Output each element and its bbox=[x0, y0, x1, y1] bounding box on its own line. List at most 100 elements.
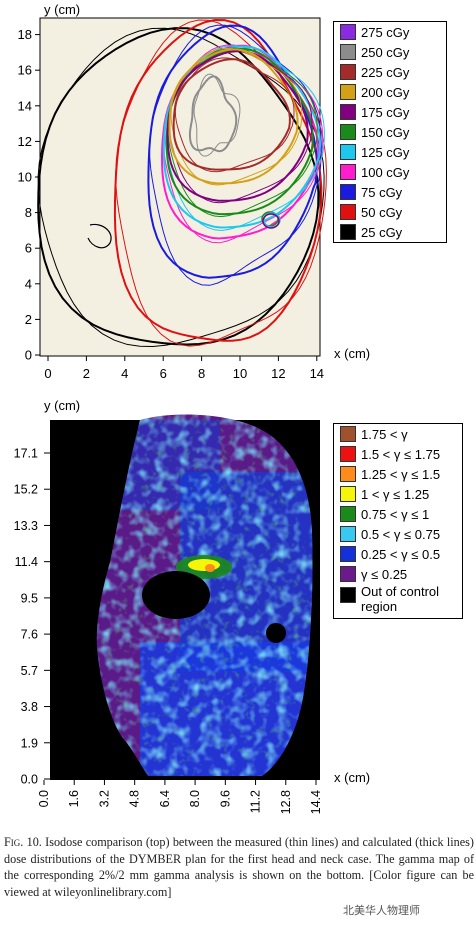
gamma-legend-item: 0.25 < γ ≤ 0.5 bbox=[334, 544, 462, 564]
isodose-legend: 275 cGy 250 cGy 225 cGy 200 cGy 175 cGy 150 c… bbox=[333, 21, 447, 243]
isodose-legend-label: 250 cGy bbox=[361, 44, 410, 60]
gamma-x-tick-label: 11.2 bbox=[249, 790, 263, 813]
isodose-legend-item: 150 cGy bbox=[334, 122, 446, 142]
isodose-legend-swatch bbox=[340, 184, 356, 200]
figure-caption: Fig. 10. Isodose comparison (top) betwee… bbox=[4, 834, 474, 900]
gamma-legend-swatch bbox=[340, 446, 356, 462]
gamma-legend-swatch bbox=[340, 506, 356, 522]
gamma-map-figure: 0.0 1.6 3.2 4.8 6.4 8.0 9.6 11.2 12.8 14.4 0.0 1.9 3… bbox=[0, 392, 476, 830]
gamma-legend-label: 1.25 < γ ≤ 1.5 bbox=[361, 466, 441, 482]
isodose-line-calculated bbox=[172, 58, 291, 171]
isodose-legend-swatch bbox=[340, 44, 356, 60]
isodose-line-calculated bbox=[188, 75, 238, 153]
gamma-y-tick-label: 11.4 bbox=[15, 555, 38, 569]
isodose-line-measured bbox=[193, 73, 241, 157]
gamma-x-tick-label: 1.6 bbox=[67, 790, 81, 807]
gamma-y-tick-label: 3.8 bbox=[21, 700, 38, 714]
gamma-legend-item: 0.5 < γ ≤ 0.75 bbox=[334, 524, 462, 544]
isodose-legend-item: 275 cGy bbox=[334, 22, 446, 42]
gamma-x-tick-label: 12.8 bbox=[279, 790, 293, 814]
gamma-y-axis-title: y (cm) bbox=[44, 398, 81, 413]
gamma-legend-swatch bbox=[340, 587, 356, 603]
gamma-legend-item: 1 < γ ≤ 1.25 bbox=[334, 484, 462, 504]
isodose-legend-item: 100 cGy bbox=[334, 162, 446, 182]
isodose-figure: 0 2 4 6 8 10 12 14 0 2 4 6 8 10 12 14 16 18 y (cm) x (cm)… bbox=[0, 0, 476, 392]
gamma-legend-item: Out of control region bbox=[334, 584, 462, 618]
gamma-x-tick-label: 9.6 bbox=[218, 790, 232, 807]
x-tick-label: 8 bbox=[198, 366, 205, 381]
gamma-field bbox=[96, 414, 313, 777]
isodose-line-measured bbox=[174, 57, 295, 173]
x-tick-label: 12 bbox=[271, 366, 285, 381]
gamma-x-tick-label: 3.2 bbox=[97, 790, 111, 807]
body-contour-notch bbox=[87, 223, 112, 249]
y-tick-label: 4 bbox=[25, 276, 32, 291]
gamma-legend-item: 1.5 < γ ≤ 1.75 bbox=[334, 444, 462, 464]
isodose-legend-label: 75 cGy bbox=[361, 184, 403, 200]
isodose-legend-item: 225 cGy bbox=[334, 62, 446, 82]
gamma-y-tick-label: 17.1 bbox=[14, 447, 38, 461]
isodose-legend-label: 150 cGy bbox=[361, 124, 410, 140]
watermark: 北美华人物理师 bbox=[340, 902, 423, 918]
isodose-legend-swatch bbox=[340, 204, 356, 220]
gamma-legend-swatch bbox=[340, 526, 356, 542]
gamma-legend-label: 0.75 < γ ≤ 1 bbox=[361, 506, 430, 522]
y-tick-label: 0 bbox=[25, 348, 32, 363]
isodose-legend-item: 200 cGy bbox=[334, 82, 446, 102]
y-tick-label: 18 bbox=[18, 27, 32, 42]
isodose-hotspot-loop bbox=[263, 212, 281, 228]
y-tick-label: 6 bbox=[25, 241, 32, 256]
isodose-legend-item: 250 cGy bbox=[334, 42, 446, 62]
gamma-y-tick-label: 7.6 bbox=[21, 628, 38, 642]
isodose-legend-swatch bbox=[340, 64, 356, 80]
isodose-legend-label: 225 cGy bbox=[361, 64, 410, 80]
isodose-legend-label: 200 cGy bbox=[361, 84, 410, 100]
isodose-contours bbox=[37, 18, 327, 348]
gamma-legend-swatch bbox=[340, 486, 356, 502]
y-tick-label: 8 bbox=[25, 205, 32, 220]
isodose-legend-swatch bbox=[340, 164, 356, 180]
x-tick-label: 14 bbox=[310, 366, 324, 381]
gamma-x-tick-label: 8.0 bbox=[188, 790, 202, 807]
figure-label: Fig. 10. bbox=[4, 835, 42, 849]
x-tick-label: 6 bbox=[160, 366, 167, 381]
isodose-legend-label: 175 cGy bbox=[361, 104, 410, 120]
isodose-legend-swatch bbox=[340, 84, 356, 100]
isodose-line-measured bbox=[37, 27, 325, 348]
y-tick-label: 16 bbox=[18, 63, 32, 78]
gamma-x-tick-label: 4.8 bbox=[128, 790, 142, 807]
gamma-axes: 0.0 1.6 3.2 4.8 6.4 8.0 9.6 11.2 12.8 14.4 0.0 1.9 3… bbox=[14, 447, 323, 815]
x-tick-label: 10 bbox=[233, 366, 247, 381]
isodose-legend-label: 125 cGy bbox=[361, 144, 410, 160]
x-tick-label: 2 bbox=[83, 366, 90, 381]
isodose-legend-label: 50 cGy bbox=[361, 204, 403, 220]
gamma-legend-label: 1.5 < γ ≤ 1.75 bbox=[361, 446, 441, 462]
isodose-plot: 0 2 4 6 8 10 12 14 0 2 4 6 8 10 12 14 16 18 bbox=[18, 17, 327, 381]
isodose-legend-swatch bbox=[340, 144, 356, 160]
gamma-legend-label: γ ≤ 0.25 bbox=[361, 566, 408, 582]
gamma-x-axis-title: x (cm) bbox=[334, 770, 371, 785]
gamma-legend-item: 0.75 < γ ≤ 1 bbox=[334, 504, 462, 524]
isodose-legend-item: 75 cGy bbox=[334, 182, 446, 202]
y-tick-label: 2 bbox=[25, 312, 32, 327]
gamma-y-tick-label: 5.7 bbox=[21, 664, 38, 678]
isodose-legend-item: 25 cGy bbox=[334, 222, 446, 242]
gamma-y-tick-label: 9.5 bbox=[21, 591, 38, 605]
gamma-legend-item: 1.75 < γ bbox=[334, 424, 462, 444]
y-tick-label: 10 bbox=[18, 170, 32, 185]
isodose-legend-label: 25 cGy bbox=[361, 224, 403, 240]
gamma-x-tick-label: 6.4 bbox=[158, 790, 172, 807]
isodose-legend-label: 100 cGy bbox=[361, 164, 410, 180]
gamma-x-tick-label: 14.4 bbox=[309, 790, 323, 814]
gamma-y-tick-label: 1.9 bbox=[21, 736, 38, 750]
x-tick-label: 4 bbox=[121, 366, 128, 381]
y-tick-label: 14 bbox=[18, 98, 32, 113]
gamma-legend-label: 0.25 < γ ≤ 0.5 bbox=[361, 546, 441, 562]
isodose-legend-swatch bbox=[340, 104, 356, 120]
gamma-legend-label: Out of control region bbox=[361, 584, 440, 614]
isodose-legend-item: 125 cGy bbox=[334, 142, 446, 162]
isodose-legend-label: 275 cGy bbox=[361, 24, 410, 40]
gamma-legend: 1.75 < γ 1.5 < γ ≤ 1.75 1.25 < γ ≤ 1.5 1 < … bbox=[333, 423, 463, 619]
isodose-legend-swatch bbox=[340, 224, 356, 240]
caption-text: Isodose comparison (top) between the mea… bbox=[4, 835, 474, 899]
